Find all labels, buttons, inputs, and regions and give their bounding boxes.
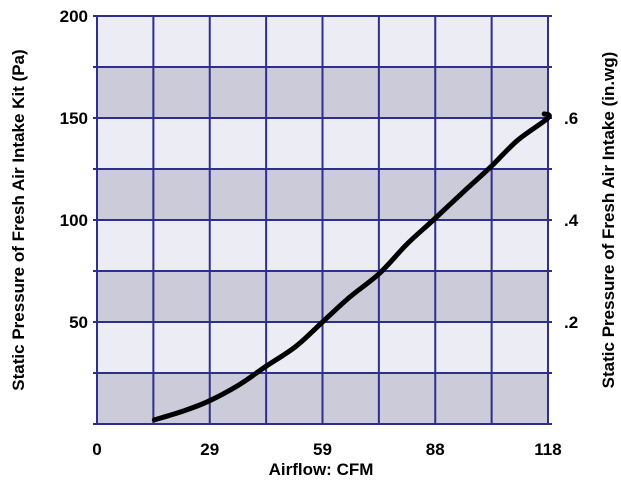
y-left-tick-labels: 50 100 150 200 — [60, 7, 88, 332]
x-axis-title: Airflow: CFM — [269, 460, 374, 479]
x-tick-label: 0 — [92, 440, 101, 459]
y-left-axis-title: Static Pressure of Fresh Air Intake Kit … — [9, 49, 28, 390]
y-left-tick-label: 150 — [60, 109, 88, 128]
y-right-tick-labels: .2 .4 .6 — [564, 109, 579, 332]
y-right-axis-title: Static Pressure of Fresh Air Intake (in.… — [599, 52, 618, 389]
y-left-tick-label: 50 — [69, 313, 88, 332]
x-tick-label: 29 — [200, 440, 219, 459]
y-right-tick-label: .4 — [564, 211, 579, 230]
x-tick-label: 118 — [534, 440, 561, 459]
series-line — [151, 111, 552, 423]
y-right-tick-label: .6 — [564, 109, 578, 128]
y-left-tick-label: 100 — [60, 211, 88, 230]
y-left-tick-label: 200 — [60, 7, 88, 26]
x-tick-label: 59 — [313, 440, 332, 459]
x-tick-label: 88 — [426, 440, 445, 459]
y-right-tick-label: .2 — [564, 313, 578, 332]
x-tick-labels: 0 29 59 88 118 — [92, 440, 561, 459]
